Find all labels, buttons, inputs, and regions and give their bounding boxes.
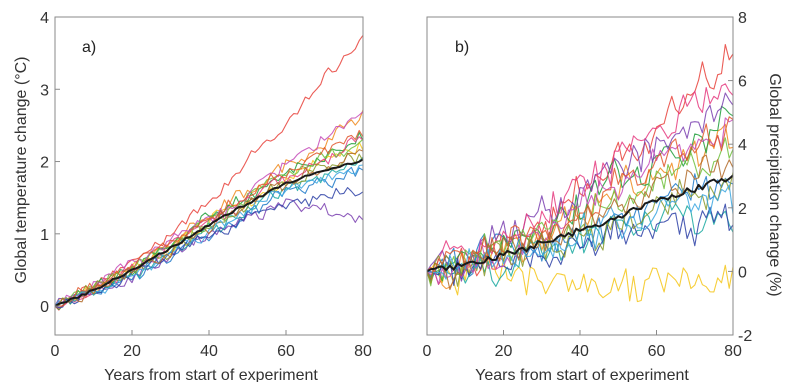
panel-b: 0 20 40 60 80 -2 0 2 4 6 8 b) Years from start of… <box>423 10 783 382</box>
panel-a-y-tick-label: 0 <box>40 299 49 316</box>
panel-b-series <box>427 45 733 302</box>
panel-a-model-line <box>55 110 363 306</box>
panel-b-x-tick-label: 40 <box>571 343 589 360</box>
panel-b-y-tick-label: 2 <box>738 201 747 218</box>
panel-b-x-tick-label: 0 <box>423 343 432 360</box>
panel-b-y-tick-label: 8 <box>738 10 747 27</box>
panel-a-label: a) <box>82 39 96 56</box>
panel-a-y-tick-label: 1 <box>40 227 49 244</box>
panel-a-y-tick-label: 2 <box>40 155 49 172</box>
panel-a-model-line <box>55 112 363 306</box>
panel-a-y-tick-label: 4 <box>40 10 49 27</box>
panel-b-model-line <box>427 84 733 273</box>
panel-a-series <box>55 35 363 310</box>
panel-b-model-line <box>427 185 733 279</box>
panel-a: 0 20 40 60 80 0 1 2 3 4 a) Years from start of e… <box>13 10 372 382</box>
panel-b-x-tick-label: 80 <box>724 343 742 360</box>
panel-a-x-tick-label: 20 <box>123 343 141 360</box>
panel-a-x-tick-label: 60 <box>277 343 295 360</box>
panel-a-x-axis-label: Years from start of experiment <box>104 367 318 382</box>
panel-a-y-axis-label: Global temperature change (°C) <box>13 57 30 284</box>
panel-b-y-axis-label: Global precipitation change (%) <box>766 73 783 296</box>
panel-a-x-tick-label: 0 <box>51 343 60 360</box>
panel-b-y-tick-label: -2 <box>738 328 752 345</box>
panel-b-y-tick-label: 6 <box>738 74 747 91</box>
panel-a-y-tick-label: 3 <box>40 82 49 99</box>
panel-b-label: b) <box>455 39 469 56</box>
panel-b-model-line <box>427 251 733 302</box>
panel-b-x-axis-label: Years from start of experiment <box>475 367 689 382</box>
panel-b-x-tick-label: 20 <box>495 343 513 360</box>
panel-b-x-tick-label: 60 <box>648 343 666 360</box>
panel-a-model-line <box>55 157 363 306</box>
panel-a-y-ticks: 0 1 2 3 4 <box>40 10 60 316</box>
panel-a-x-tick-label: 40 <box>200 343 218 360</box>
panel-b-y-tick-label: 0 <box>738 264 747 281</box>
panel-a-x-tick-label: 80 <box>354 343 372 360</box>
panel-b-y-tick-label: 4 <box>738 137 747 154</box>
